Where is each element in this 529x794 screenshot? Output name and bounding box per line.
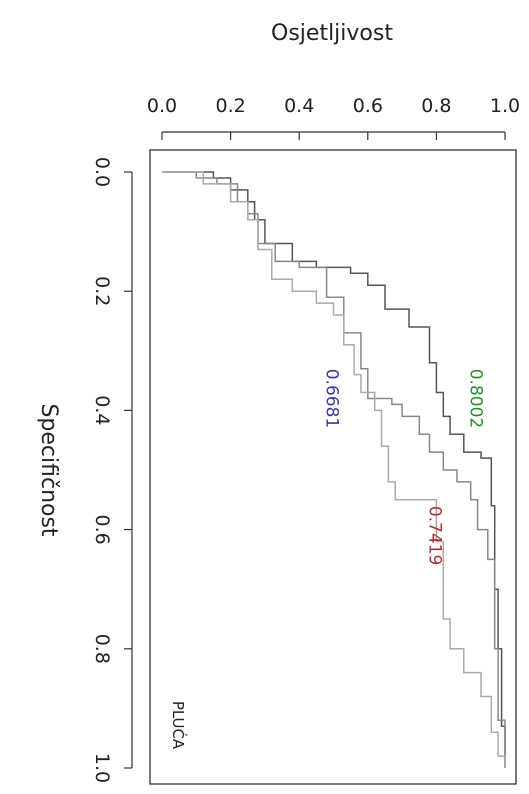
roc-curve-2 xyxy=(162,171,506,768)
y-tick-label: 0.6 xyxy=(91,514,113,544)
panel-label: PLUĆA xyxy=(169,701,188,750)
x-tick-label: 0.8 xyxy=(421,95,451,117)
x-tick-label: 0.0 xyxy=(147,95,177,117)
y-tick-label: 1.0 xyxy=(91,753,113,783)
y-tick-label: 0.2 xyxy=(91,276,113,306)
x-tick-label: 0.6 xyxy=(353,95,383,117)
roc-curve-3 xyxy=(162,171,506,768)
x-tick-label: 0.4 xyxy=(284,95,314,117)
plot-area-frame xyxy=(149,149,517,785)
x-axis: 0.0 0.2 0.4 0.6 0.8 1.0 xyxy=(147,95,520,140)
y-axis: 0.0 0.2 0.4 0.6 0.8 1.0 xyxy=(91,157,133,783)
y-tick-label: 0.4 xyxy=(91,395,113,425)
y-axis-title: Specifičnost xyxy=(36,403,61,536)
x-tick-label: 1.0 xyxy=(490,95,520,117)
y-tick-label: 0.8 xyxy=(91,634,113,664)
auc-label: 0.6681 xyxy=(322,369,342,428)
auc-label: 0.8002 xyxy=(466,369,486,428)
auc-label: 0.7419 xyxy=(425,506,445,565)
x-tick-label: 0.2 xyxy=(215,95,245,117)
annotation-layer: 0.8002 0.6681 0.7419 xyxy=(322,369,486,566)
x-axis-title: Osjetljivost xyxy=(271,21,393,46)
series-layer xyxy=(162,171,506,768)
roc-curve-1 xyxy=(162,171,506,768)
y-tick-label: 0.0 xyxy=(91,157,113,187)
